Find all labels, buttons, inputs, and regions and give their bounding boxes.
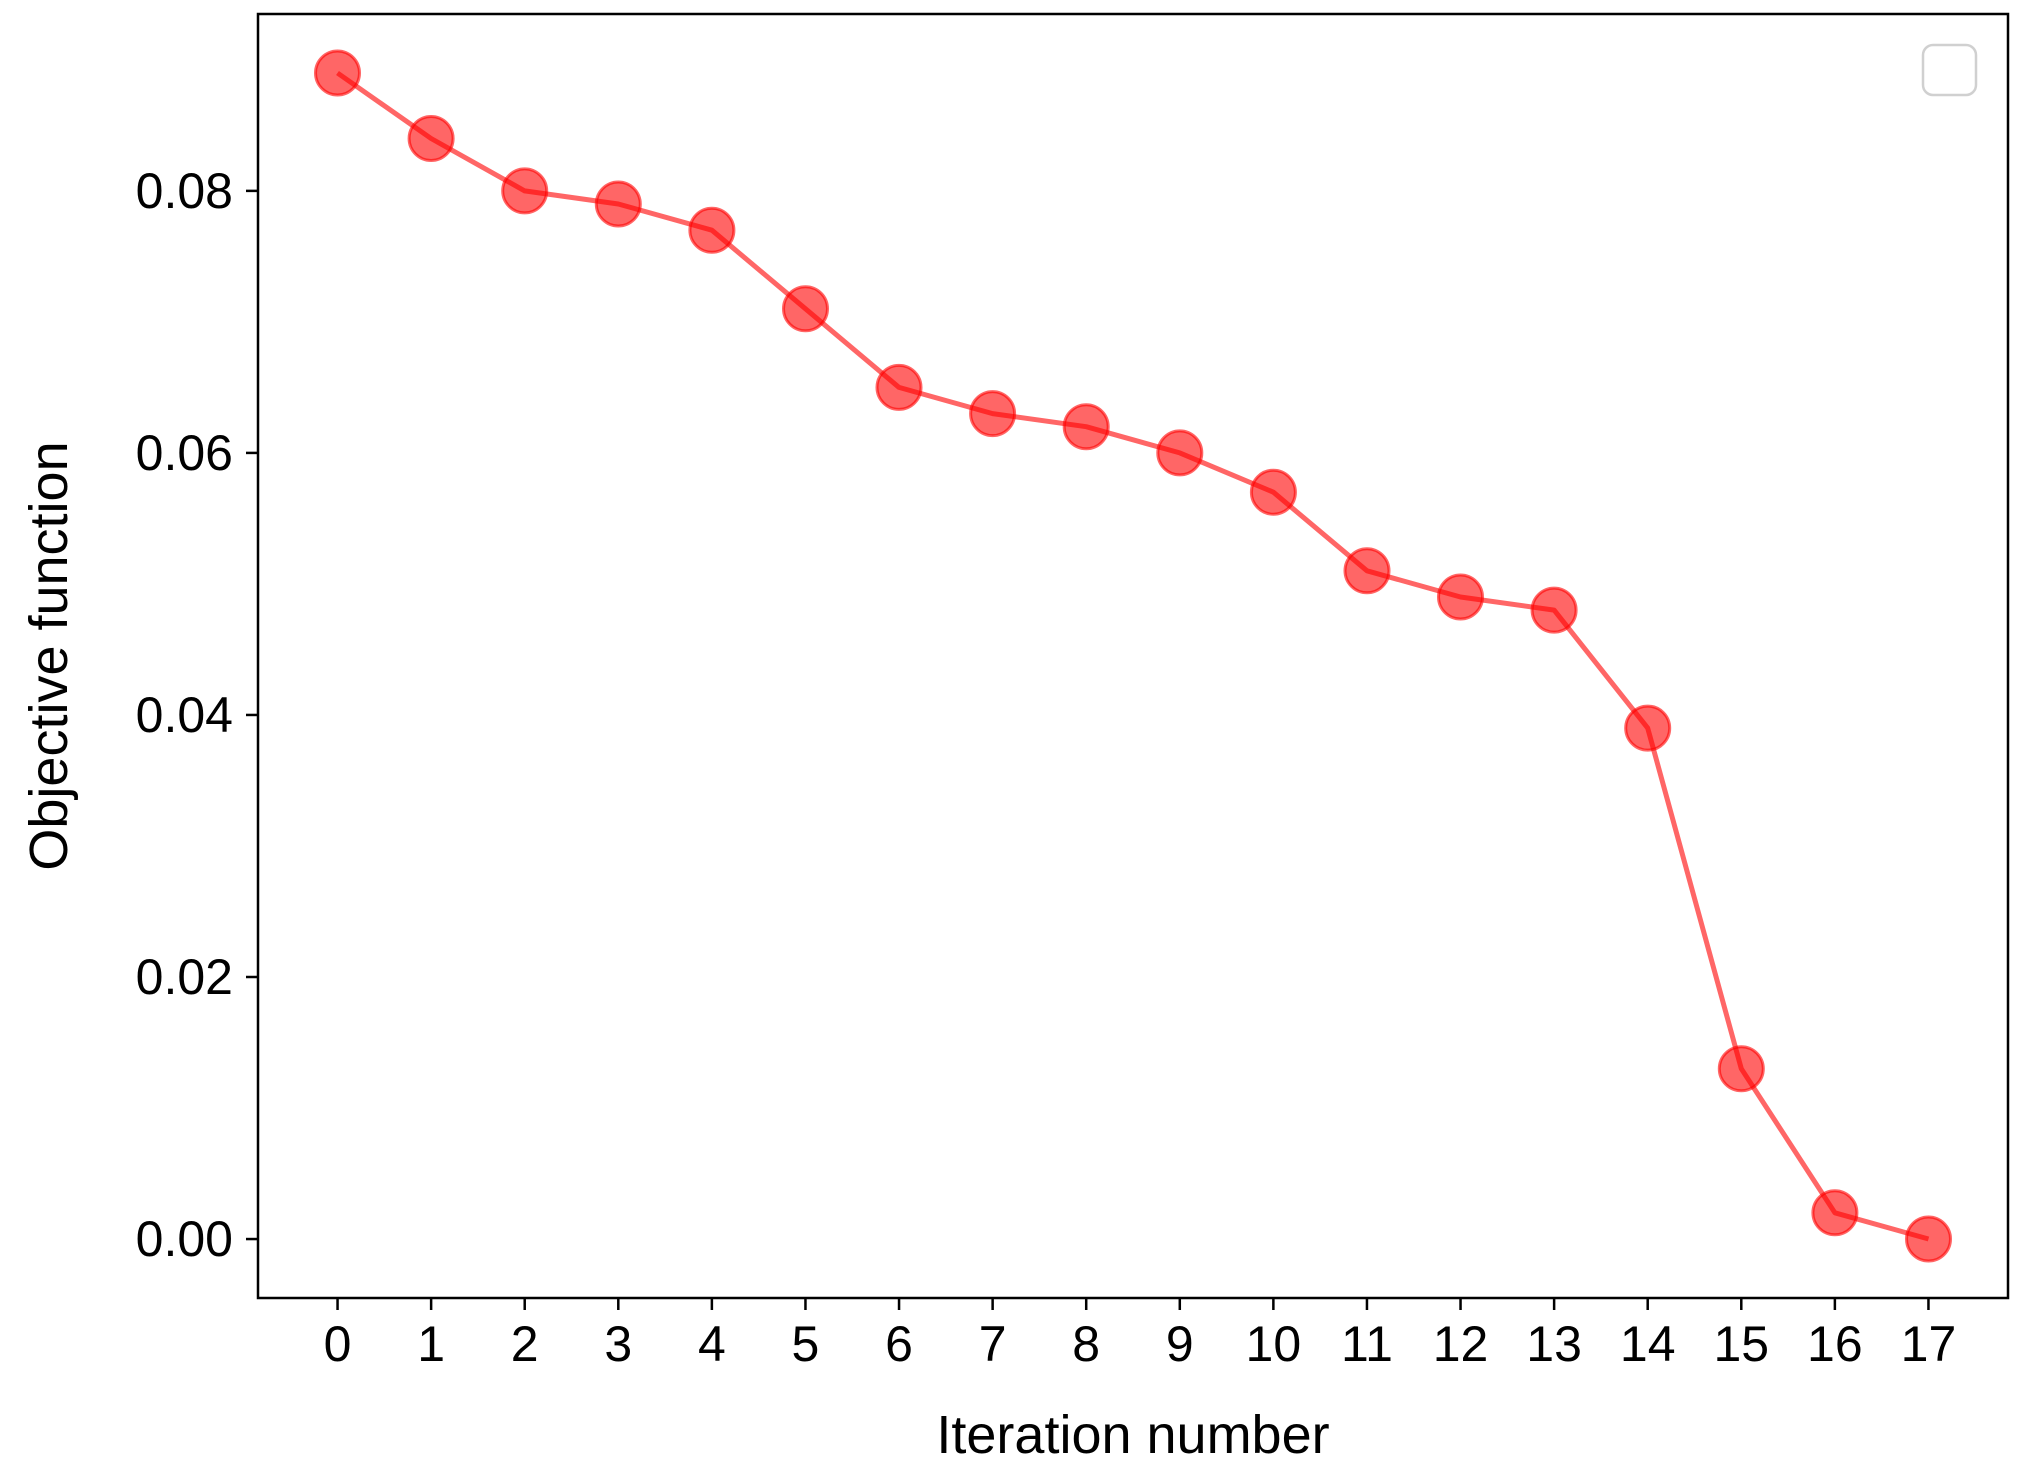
- y-axis-ticks: 0.00 0.02 0.04 0.06 0.08: [136, 163, 258, 1267]
- y-axis-title: Objective function: [19, 441, 79, 870]
- x-axis-title: Iteration number: [936, 1405, 1329, 1465]
- y-tick-label: 0.08: [136, 163, 233, 219]
- x-tick-label: 7: [979, 1316, 1007, 1372]
- data-point: [1530, 586, 1578, 634]
- data-point: [688, 206, 736, 254]
- x-tick-label: 8: [1072, 1316, 1100, 1372]
- data-point: [1062, 403, 1110, 451]
- x-tick-label: 2: [511, 1316, 539, 1372]
- data-point: [1811, 1189, 1859, 1237]
- x-tick-label: 11: [1341, 1316, 1393, 1372]
- data-point: [969, 390, 1017, 438]
- data-point: [875, 363, 923, 411]
- x-axis-ticks: 0 1 2 3 4 5 6 7 8 9 10 11 12 13 14 15 16 17: [324, 1298, 1957, 1372]
- x-tick-label: 1: [417, 1316, 445, 1372]
- x-tick-label: 12: [1433, 1316, 1489, 1372]
- x-tick-label: 9: [1166, 1316, 1194, 1372]
- x-tick-label: 3: [604, 1316, 632, 1372]
- y-tick-label: 0.06: [136, 425, 233, 481]
- y-tick-label: 0.04: [136, 687, 233, 743]
- data-point: [1437, 573, 1484, 621]
- x-tick-label: 4: [698, 1316, 726, 1372]
- x-tick-label: 0: [324, 1316, 352, 1372]
- x-tick-label: 13: [1526, 1316, 1582, 1372]
- data-point: [1717, 1045, 1765, 1093]
- data-point: [314, 49, 361, 97]
- y-tick-label: 0.00: [136, 1211, 233, 1267]
- plot-area: [314, 49, 1952, 1263]
- data-point: [594, 180, 642, 228]
- axes-frame: [256, 12, 2010, 1300]
- y-tick-label: 0.02: [136, 949, 233, 1005]
- data-point: [782, 285, 829, 333]
- data-point: [1624, 704, 1672, 752]
- x-tick-label: 15: [1713, 1316, 1769, 1372]
- x-tick-label: 10: [1246, 1316, 1302, 1372]
- data-point: [1343, 547, 1391, 595]
- x-tick-label: 14: [1620, 1316, 1676, 1372]
- data-point: [1156, 429, 1204, 477]
- x-tick-label: 6: [885, 1316, 913, 1372]
- legend-box: [1921, 43, 1978, 97]
- data-point: [407, 115, 455, 162]
- data-point: [501, 167, 549, 215]
- data-point: [1905, 1215, 1952, 1263]
- x-tick-label: 17: [1901, 1316, 1957, 1372]
- data-point: [1249, 468, 1297, 516]
- x-tick-label: 16: [1807, 1316, 1863, 1372]
- x-tick-label: 5: [792, 1316, 820, 1372]
